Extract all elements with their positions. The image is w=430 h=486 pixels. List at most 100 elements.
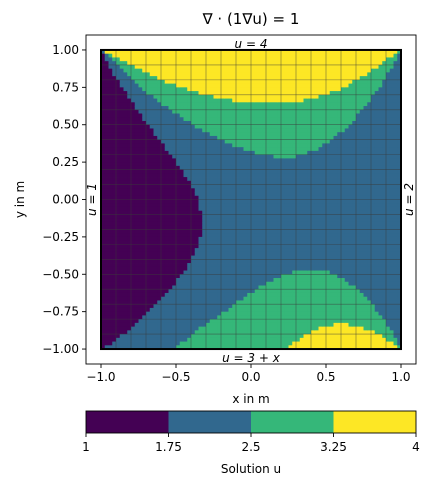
solution-cell: [168, 210, 173, 215]
solution-cell: [101, 117, 106, 122]
solution-cell: [322, 76, 327, 81]
solution-cell: [333, 68, 338, 73]
solution-cell: [239, 330, 244, 335]
solution-cell: [288, 87, 293, 92]
solution-cell: [277, 147, 282, 152]
solution-cell: [322, 94, 327, 99]
solution-cell: [183, 270, 188, 275]
solution-cell: [179, 98, 184, 103]
solution-cell: [314, 57, 319, 62]
solution-cell: [281, 285, 286, 290]
solution-cell: [307, 255, 312, 260]
solution-cell: [266, 244, 271, 249]
solution-cell: [217, 143, 222, 148]
solution-cell: [284, 263, 289, 268]
solution-cell: [123, 61, 128, 66]
solution-cell: [179, 57, 184, 62]
solution-cell: [104, 292, 109, 298]
solution-cell: [296, 210, 301, 215]
solution-cell: [217, 91, 222, 96]
solution-cell: [288, 106, 293, 111]
solution-cell: [329, 248, 334, 253]
solution-cell: [119, 128, 124, 133]
solution-cell: [168, 311, 173, 316]
solution-cell: [164, 150, 169, 156]
solution-cell: [299, 244, 304, 249]
solution-cell: [239, 266, 244, 271]
solution-cell: [314, 165, 319, 170]
solution-cell: [116, 274, 121, 279]
solution-cell: [221, 169, 226, 174]
solution-cell: [123, 319, 128, 324]
solution-cell: [142, 68, 147, 73]
solution-cell: [307, 281, 312, 286]
solution-cell: [168, 165, 173, 170]
solution-cell: [277, 192, 282, 197]
solution-cell: [104, 229, 109, 234]
solution-cell: [258, 147, 263, 152]
solution-cell: [292, 195, 297, 200]
solution-cell: [258, 177, 263, 182]
solution-cell: [314, 307, 319, 313]
solution-cell: [183, 322, 188, 328]
solution-cell: [183, 139, 188, 144]
solution-cell: [326, 184, 331, 189]
solution-cell: [217, 263, 222, 268]
solution-cell: [292, 165, 297, 170]
solution-cell: [164, 341, 169, 346]
solution-cell: [258, 195, 263, 200]
solution-cell: [161, 263, 166, 268]
solution-cell: [149, 124, 154, 129]
solution-cell: [161, 255, 166, 260]
solution-cell: [239, 165, 244, 170]
solution-cell: [127, 274, 132, 279]
solution-cell: [281, 307, 286, 313]
solution-cell: [217, 292, 222, 298]
solution-cell: [307, 210, 312, 215]
solution-cell: [206, 326, 211, 331]
solution-cell: [138, 132, 143, 137]
solution-cell: [164, 300, 169, 305]
solution-cell: [183, 53, 188, 58]
solution-cell: [311, 311, 316, 316]
solution-cell: [108, 120, 113, 126]
solution-cell: [134, 337, 139, 342]
solution-cell: [251, 263, 256, 268]
solution-cell: [194, 289, 199, 294]
solution-cell: [269, 225, 274, 230]
solution-cell: [187, 132, 192, 137]
solution-cell: [281, 128, 286, 133]
solution-cell: [221, 147, 226, 152]
solution-cell: [243, 315, 248, 320]
solution-cell: [322, 91, 327, 96]
solution-cell: [157, 233, 162, 238]
solution-cell: [224, 330, 229, 335]
solution-cell: [303, 120, 308, 126]
solution-cell: [183, 285, 188, 290]
solution-cell: [176, 304, 181, 309]
solution-cell: [119, 289, 124, 294]
solution-cell: [116, 289, 121, 294]
solution-cell: [191, 76, 196, 81]
solution-cell: [101, 184, 106, 189]
solution-cell: [138, 98, 143, 103]
solution-cell: [206, 285, 211, 290]
solution-cell: [307, 251, 312, 256]
solution-cell: [322, 106, 327, 111]
solution-cell: [251, 79, 256, 85]
solution-cell: [123, 169, 128, 174]
solution-cell: [104, 221, 109, 227]
solution-cell: [266, 64, 271, 70]
solution-cell: [123, 128, 128, 133]
solution-cell: [168, 180, 173, 185]
solution-cell: [224, 236, 229, 242]
solution-cell: [258, 139, 263, 144]
solution-cell: [176, 270, 181, 275]
solution-cell: [266, 139, 271, 144]
solution-cell: [164, 244, 169, 249]
solution-cell: [168, 225, 173, 230]
solution-cell: [318, 195, 323, 200]
solution-cell: [224, 91, 229, 96]
solution-cell: [123, 334, 128, 339]
